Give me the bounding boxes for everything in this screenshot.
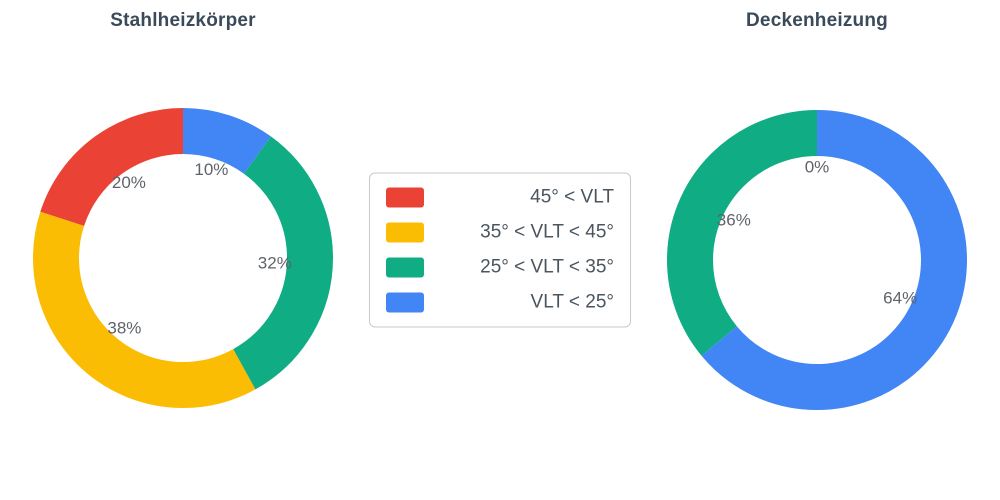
slice-label: 20%	[112, 173, 146, 192]
legend-swatch-green	[386, 257, 424, 278]
donut-segment-vlt-25-[interactable]	[33, 108, 333, 408]
donut-segment-vlt-25-[interactable]	[667, 110, 967, 410]
legend-swatch-red	[386, 187, 424, 208]
legend-item-label: 35° < VLT < 45°	[480, 221, 614, 243]
legend-item-label: 25° < VLT < 35°	[480, 256, 614, 278]
donut-chart-deckenheizung: 0% 36% 64%	[667, 110, 967, 410]
legend-item-45-lt-vlt[interactable]: 45° < VLT	[386, 187, 614, 209]
chart-title-deckenheizung: Deckenheizung	[746, 10, 888, 31]
slice-label: 0%	[805, 157, 830, 176]
legend-swatch-blue	[386, 292, 424, 313]
donut-segment-25-vlt-35-[interactable]	[33, 108, 333, 408]
donut-segment-35-vlt-45-[interactable]	[33, 108, 333, 408]
legend-item-35-lt-vlt-lt-45[interactable]: 35° < VLT < 45°	[386, 222, 614, 244]
slice-label: 32%	[258, 253, 292, 272]
slice-label: 38%	[107, 318, 141, 337]
legend-swatch-yellow	[386, 222, 424, 243]
legend-item-label: 45° < VLT	[530, 186, 614, 208]
legend-item-label: VLT < 25°	[530, 291, 614, 313]
legend: 45° < VLT 35° < VLT < 45° 25° < VLT < 35…	[369, 172, 631, 328]
legend-item-vlt-lt-25[interactable]: VLT < 25°	[386, 292, 614, 314]
slice-label: 64%	[883, 289, 917, 308]
slice-label: 10%	[194, 160, 228, 179]
legend-item-25-lt-vlt-lt-35[interactable]: 25° < VLT < 35°	[386, 257, 614, 279]
slice-label: 36%	[717, 210, 751, 229]
donut-chart-stahlheizkoerper: 20% 38% 32% 10%	[33, 108, 333, 408]
chart-title-stahlheizkoerper: Stahlheizkörper	[110, 10, 256, 31]
